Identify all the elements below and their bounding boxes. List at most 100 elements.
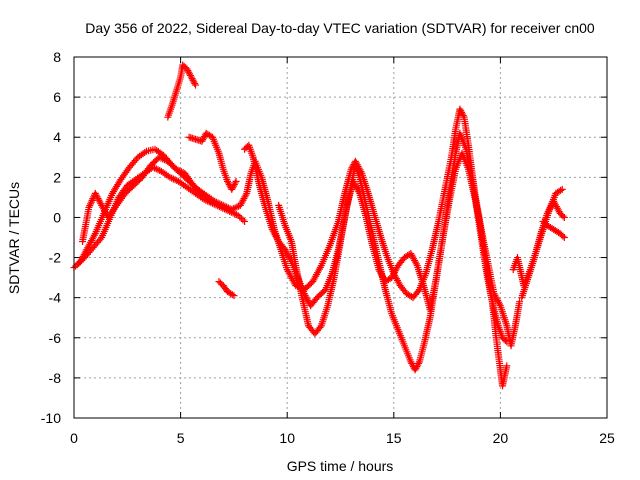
data-point-marker <box>459 112 467 120</box>
data-point-marker <box>456 105 464 113</box>
data-point-marker <box>231 210 239 218</box>
series-track-11 <box>539 217 568 241</box>
data-point-marker <box>559 212 567 220</box>
series-track-8 <box>275 149 524 350</box>
data-point-marker <box>183 65 191 73</box>
y-tick-labels: -10 -8 -6 -4 -2 0 2 4 6 8 <box>41 49 61 426</box>
data-point-marker <box>237 214 245 222</box>
data-point-marker <box>236 213 244 221</box>
data-point-marker <box>412 364 420 372</box>
y-tick-label: 2 <box>53 169 61 185</box>
series-track-3 <box>79 153 214 246</box>
y-tick-label: -6 <box>49 330 62 346</box>
data-point-marker <box>188 75 196 83</box>
data-point-marker <box>242 191 250 199</box>
x-tick-labels: 0 5 10 15 20 25 <box>70 430 615 446</box>
data-point-marker <box>228 185 236 193</box>
data-point-marker <box>191 79 199 87</box>
x-axis-label: GPS time / hours <box>287 458 394 474</box>
data-point-marker <box>230 292 238 300</box>
data-point-marker <box>559 232 567 240</box>
data-point-marker <box>96 235 104 243</box>
data-point-marker <box>231 204 239 212</box>
data-point-marker <box>316 323 324 331</box>
data-point-marker <box>233 203 241 211</box>
data-point-marker <box>226 207 234 215</box>
data-point-marker <box>77 257 85 265</box>
data-point-marker <box>166 173 174 181</box>
chart-title: Day 356 of 2022, Sidereal Day-to-day VTE… <box>85 20 595 36</box>
data-point-marker <box>232 177 240 185</box>
x-tick-label: 0 <box>70 430 78 446</box>
data-point-marker <box>224 177 232 185</box>
data-point-marker <box>458 108 466 116</box>
data-point-marker <box>560 213 568 221</box>
data-point-marker <box>230 181 238 189</box>
data-point-marker <box>234 211 242 219</box>
data-point-marker <box>503 362 511 370</box>
data-point-marker <box>200 134 208 142</box>
y-tick-label: 0 <box>53 209 61 225</box>
data-point-marker <box>355 188 363 196</box>
y-tick-label: -4 <box>49 290 62 306</box>
data-point-marker <box>198 137 206 145</box>
data-point-marker <box>241 217 249 225</box>
data-point-marker <box>151 164 159 172</box>
data-point-marker <box>76 258 84 266</box>
data-point-marker <box>205 196 213 204</box>
data-point-marker <box>408 359 416 367</box>
y-tick-label: -10 <box>41 410 61 426</box>
data-point-marker <box>501 336 509 344</box>
plot-frame <box>73 56 608 419</box>
x-tick-label: 15 <box>386 430 402 446</box>
data-point-marker <box>174 166 182 174</box>
data-point-marker <box>229 209 237 217</box>
data-point-marker <box>228 291 236 299</box>
x-tick-label: 5 <box>177 430 185 446</box>
data-point-marker <box>74 260 82 268</box>
data-point-marker <box>155 153 163 161</box>
series-track-6 <box>215 278 238 300</box>
data-point-marker <box>516 298 524 306</box>
data-point-marker <box>224 179 232 187</box>
y-tick-label: -2 <box>49 250 62 266</box>
data-point-marker <box>159 155 167 163</box>
data-point-marker <box>221 205 229 213</box>
data-point-marker <box>190 78 198 86</box>
data-point-marker <box>184 67 192 75</box>
data-point-marker <box>171 176 179 184</box>
data-point-marker <box>560 234 568 241</box>
data-point-marker <box>224 207 232 215</box>
data-point-marker <box>415 359 423 367</box>
data-point-marker <box>210 200 218 208</box>
data-point-marker <box>227 208 235 216</box>
data-point-marker <box>222 206 230 214</box>
y-tick-label: 8 <box>53 49 61 65</box>
data-point-marker <box>219 204 227 212</box>
data-point-marker <box>414 287 422 295</box>
data-point-marker <box>557 186 565 194</box>
data-point-marker <box>199 136 207 144</box>
y-tick-label: -8 <box>49 370 62 386</box>
series-track-10 <box>518 197 568 302</box>
data-point-marker <box>169 175 177 183</box>
data-point-marker <box>192 81 200 89</box>
data-point-marker <box>239 216 247 224</box>
data-point-marker <box>177 168 185 176</box>
data-point-marker <box>412 260 420 268</box>
data-point-marker <box>407 358 415 366</box>
series-track-4 <box>164 61 200 121</box>
data-point-marker <box>457 107 465 115</box>
data-point-marker <box>186 70 194 78</box>
data-point-marker <box>231 179 239 187</box>
data-point-marker <box>157 154 165 162</box>
data-point-marker <box>217 203 225 211</box>
y-tick-label: 6 <box>53 89 61 105</box>
data-point-marker <box>185 68 193 76</box>
x-tick-label: 10 <box>279 430 295 446</box>
data-point-marker <box>413 363 421 371</box>
data-point-marker <box>189 76 197 84</box>
data-point-marker <box>154 166 162 174</box>
data-point-marker <box>229 184 237 192</box>
